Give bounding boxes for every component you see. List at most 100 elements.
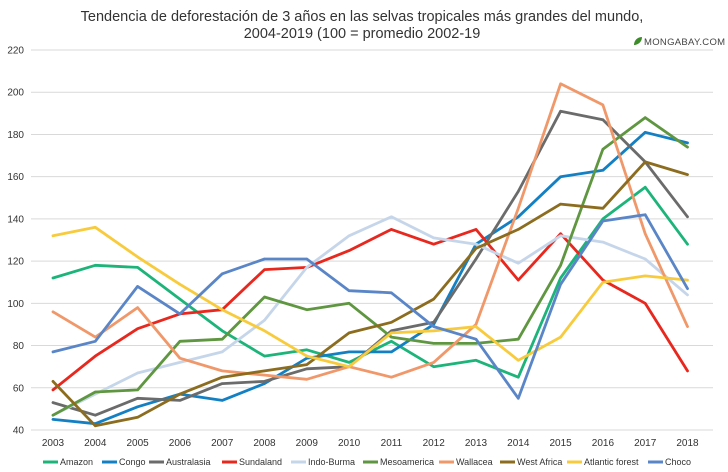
y-tick-label: 140 <box>7 214 24 225</box>
data-point <box>559 335 562 339</box>
data-point <box>305 308 308 311</box>
legend-label: Choco <box>665 457 691 467</box>
data-point <box>517 338 520 341</box>
data-point <box>432 321 435 324</box>
data-point <box>432 365 435 368</box>
data-point <box>305 367 308 370</box>
data-point <box>601 219 605 223</box>
data-point <box>390 340 393 343</box>
y-tick-label: 60 <box>13 383 25 394</box>
data-point <box>644 213 647 216</box>
data-point <box>601 240 605 244</box>
data-point <box>601 148 605 151</box>
data-point <box>305 266 308 269</box>
legend-label: Amazon <box>60 457 93 467</box>
x-tick-label: 2011 <box>381 438 403 449</box>
chart-title: Tendencia de deforestación de 3 años en … <box>81 9 644 25</box>
data-point <box>51 388 55 392</box>
data-point <box>94 354 97 358</box>
data-point <box>559 232 562 235</box>
data-point <box>94 264 97 267</box>
data-point <box>136 285 139 288</box>
data-point <box>686 243 689 246</box>
data-point <box>136 371 139 375</box>
data-point <box>221 329 224 332</box>
legend-label: Congo <box>119 457 146 467</box>
data-point <box>178 340 182 343</box>
data-point <box>601 169 605 172</box>
data-point <box>263 382 266 385</box>
data-point <box>517 207 520 210</box>
data-point <box>559 175 562 178</box>
brand-logo: MONGABAY.COM <box>634 37 725 48</box>
data-point <box>559 202 562 206</box>
data-point <box>221 350 224 354</box>
data-point <box>347 289 351 292</box>
data-point <box>517 215 520 218</box>
data-point <box>221 308 224 311</box>
data-point <box>474 342 478 345</box>
data-point <box>686 287 689 290</box>
data-point <box>644 186 647 189</box>
x-tick-label: 2014 <box>507 438 530 449</box>
legend-label: Indo-Burma <box>308 457 355 467</box>
data-point <box>601 118 605 121</box>
data-point <box>136 266 139 269</box>
chart-subtitle: 2004-2019 (100 = promedio 2002-19 <box>244 26 481 42</box>
data-point <box>686 325 689 328</box>
series-line-wallacea <box>51 82 689 381</box>
data-point <box>136 306 139 309</box>
data-point <box>559 276 562 280</box>
data-point <box>601 217 605 221</box>
data-point <box>263 369 266 373</box>
data-point <box>390 331 393 335</box>
data-point <box>263 329 266 332</box>
x-tick-label: 2016 <box>592 438 615 449</box>
data-point <box>305 363 308 366</box>
data-point <box>644 131 647 134</box>
data-point <box>432 361 435 364</box>
data-point <box>136 388 139 392</box>
legend-label: Atlantic forest <box>584 457 639 467</box>
legend-label: Sundaland <box>239 457 282 467</box>
data-point <box>686 141 689 145</box>
data-point <box>221 382 224 385</box>
data-point <box>221 338 224 341</box>
data-point <box>517 228 520 231</box>
legend: Amazon Congo Australasia Sundaland Indo-Burm… <box>43 457 691 467</box>
data-point <box>94 335 97 339</box>
data-point <box>559 234 562 237</box>
data-point <box>51 350 55 354</box>
legend-item: Choco <box>648 457 691 467</box>
legend-label: Wallacea <box>456 457 493 467</box>
data-point <box>305 378 308 381</box>
y-tick-label: 40 <box>13 426 25 437</box>
data-point <box>221 376 224 379</box>
x-tick-label: 2012 <box>423 438 446 449</box>
data-point <box>347 350 351 354</box>
x-tick-label: 2015 <box>549 438 572 449</box>
data-point <box>347 234 351 237</box>
y-tick-label: 200 <box>7 88 24 99</box>
data-point <box>51 418 55 421</box>
legend-label: Australasia <box>166 457 211 467</box>
data-point <box>51 234 55 237</box>
data-point <box>136 416 139 419</box>
data-point <box>178 312 182 316</box>
data-point <box>644 302 647 305</box>
data-point <box>178 392 182 396</box>
data-point <box>51 401 55 404</box>
data-point <box>474 228 478 231</box>
series-line-choco <box>51 213 689 400</box>
data-point <box>644 232 647 235</box>
data-point <box>136 327 139 330</box>
data-point <box>474 338 478 341</box>
data-point <box>390 335 393 339</box>
data-point <box>644 257 647 261</box>
data-point <box>517 376 520 379</box>
data-point <box>263 373 266 377</box>
data-point <box>178 283 182 286</box>
data-point <box>517 190 520 193</box>
brand-text: MONGABAY.COM <box>644 37 725 48</box>
